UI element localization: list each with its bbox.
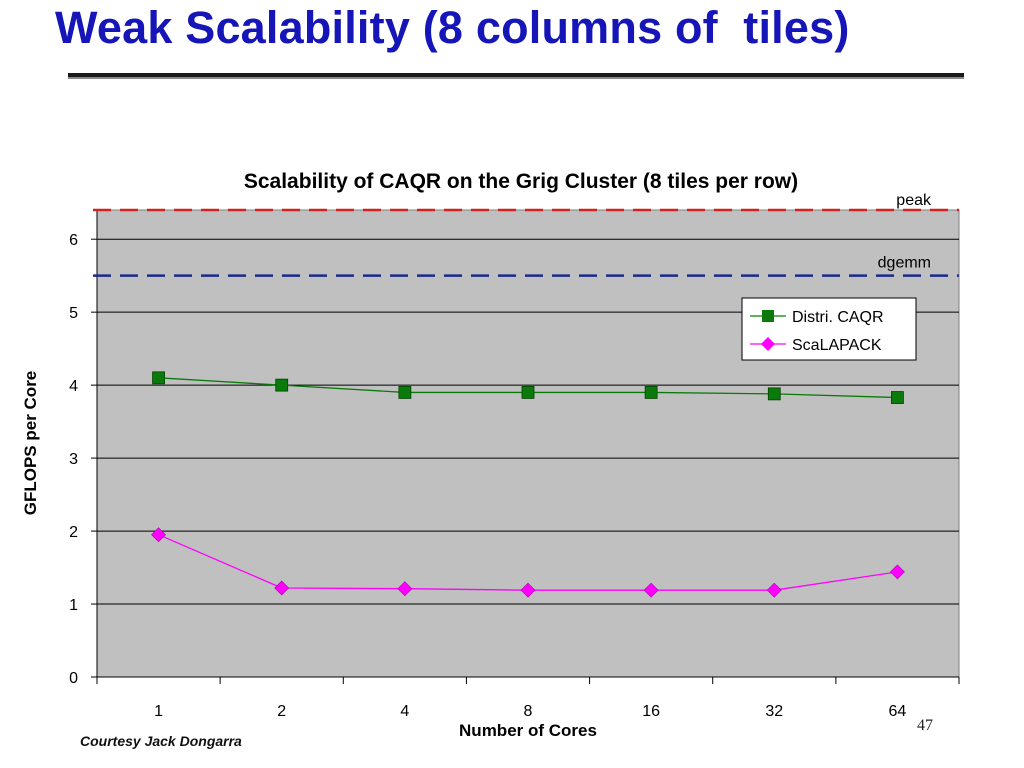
x-tick-label: 64 — [889, 703, 907, 720]
data-point-caqr — [398, 386, 412, 399]
reference-line-label: dgemm — [878, 255, 931, 272]
data-point-scalapack — [397, 581, 413, 597]
y-tick-label: 1 — [69, 597, 78, 614]
legend-marker-caqr — [762, 310, 774, 322]
page-number: 47 — [917, 717, 933, 734]
data-point-scalapack — [643, 582, 659, 598]
x-axis-title: Number of Cores — [459, 721, 597, 740]
y-tick-label: 0 — [69, 670, 78, 687]
x-tick-label: 4 — [400, 703, 409, 720]
plot-area — [96, 209, 960, 678]
data-point-caqr — [521, 386, 535, 399]
data-point-caqr — [275, 378, 289, 392]
y-tick-label: 4 — [69, 378, 78, 395]
x-tick-label: 1 — [154, 703, 163, 720]
data-point-scalapack — [766, 582, 782, 598]
y-tick-label: 3 — [69, 451, 78, 468]
reference-line-label: peak — [896, 192, 932, 209]
legend-marker-scalapack — [761, 337, 775, 351]
x-tick-label: 8 — [524, 703, 533, 720]
y-axis-title: GFLOPS per Core — [21, 371, 40, 516]
x-tick-label: 2 — [277, 703, 286, 720]
chart-title: Scalability of CAQR on the Grig Cluster … — [244, 170, 798, 193]
x-tick-label: 16 — [642, 703, 660, 720]
x-tick-label: 32 — [765, 703, 783, 720]
data-point-scalapack — [890, 564, 905, 580]
data-point-scalapack — [151, 527, 166, 543]
data-point-caqr — [891, 391, 904, 404]
data-point-caqr — [152, 371, 165, 385]
title-underline — [68, 73, 964, 79]
slide-title: Weak Scalability (8 columns of tiles) — [55, 2, 850, 53]
data-point-scalapack — [520, 582, 536, 598]
data-point-caqr — [644, 386, 658, 399]
y-tick-label: 5 — [69, 305, 78, 322]
legend-box — [741, 297, 917, 361]
legend-label: Distri. CAQR — [792, 309, 884, 326]
y-tick-label: 2 — [69, 524, 78, 541]
data-point-scalapack — [274, 580, 290, 596]
courtesy-credit: Courtesy Jack Dongarra — [80, 733, 242, 749]
y-tick-label: 6 — [69, 232, 78, 249]
data-point-caqr — [767, 387, 781, 401]
legend-label: ScaLAPACK — [792, 337, 882, 354]
